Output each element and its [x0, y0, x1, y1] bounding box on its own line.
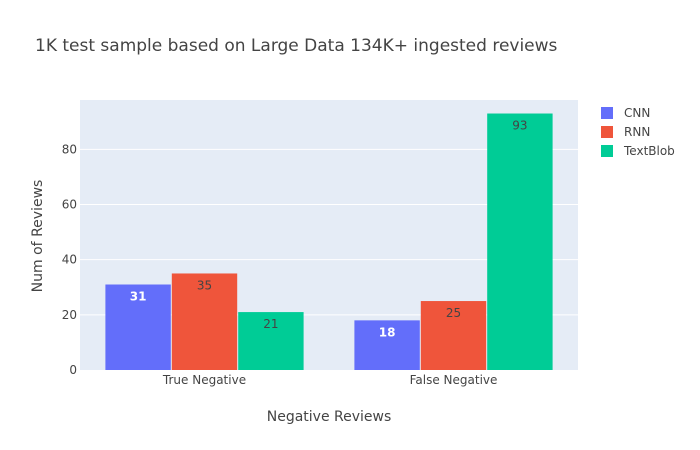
chart-title: 1K test sample based on Large Data 134K+…	[35, 36, 558, 56]
x-tick-label: False Negative	[410, 373, 498, 387]
legend-swatch	[601, 107, 613, 119]
bar-rnn-true-negative[interactable]	[171, 273, 238, 370]
legend-item-rnn[interactable]: RNN	[601, 125, 650, 139]
bar-cnn-false-negative[interactable]	[354, 320, 420, 370]
y-tick-label: 0	[69, 363, 77, 377]
data-label: 31	[130, 290, 147, 304]
y-axis-title: Num of Reviews	[30, 180, 46, 293]
data-label: 18	[379, 325, 396, 339]
y-tick-label: 80	[62, 142, 77, 156]
x-tick-label: True Negative	[162, 373, 246, 387]
data-label: 93	[512, 119, 527, 133]
bar-textblob-true-negative[interactable]	[238, 312, 304, 370]
y-tick-label: 40	[62, 253, 77, 267]
data-label: 25	[446, 306, 461, 320]
legend-item-cnn[interactable]: CNN	[601, 106, 650, 120]
y-axis-ticks: 0 20 40 60 80	[62, 142, 77, 377]
legend-swatch	[601, 126, 613, 138]
legend-swatch	[601, 145, 613, 157]
data-label: 35	[197, 278, 212, 292]
bar-textblob-false-negative[interactable]	[487, 113, 553, 370]
bars: 31 35 21 18 25 93	[105, 113, 553, 370]
bar-cnn-true-negative[interactable]	[105, 284, 171, 370]
bar-rnn-false-negative[interactable]	[420, 301, 487, 370]
data-label: 21	[263, 317, 278, 331]
x-axis-ticks: True Negative False Negative	[162, 373, 497, 387]
y-tick-label: 20	[62, 308, 77, 322]
x-axis-title: Negative Reviews	[267, 409, 392, 425]
legend-item-textblob[interactable]: TextBlob	[601, 144, 675, 158]
legend-label: TextBlob	[623, 144, 675, 158]
legend-label: CNN	[624, 106, 650, 120]
legend[interactable]: CNN RNN TextBlob	[601, 106, 675, 158]
y-tick-label: 60	[62, 198, 77, 212]
legend-label: RNN	[624, 125, 650, 139]
